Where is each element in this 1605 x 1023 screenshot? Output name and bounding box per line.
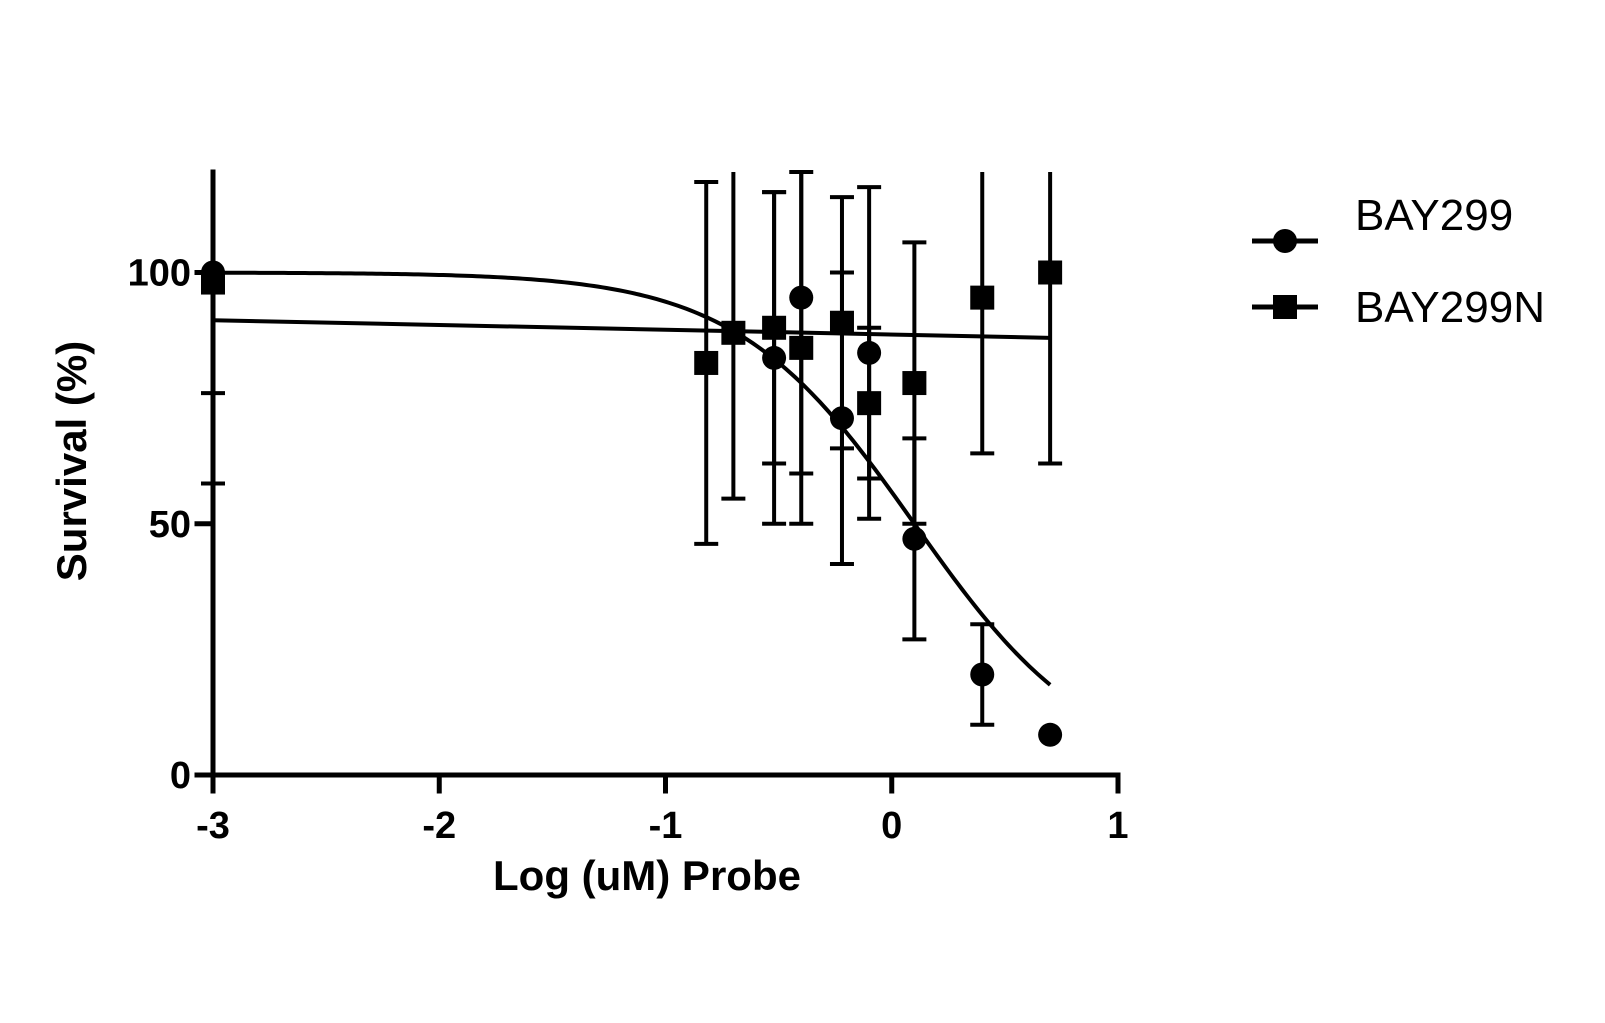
legend: BAY299 BAY299N	[1252, 191, 1545, 332]
y-tick-label: 100	[128, 253, 191, 295]
point-bay299	[1038, 722, 1063, 747]
point-bay299n	[789, 335, 814, 360]
point-bay299n	[762, 315, 787, 340]
point-bay299n	[201, 270, 225, 295]
point-bay299n	[857, 391, 882, 416]
legend-label-bay299n: BAY299N	[1355, 283, 1545, 332]
x-axis-title: Log (uM) Probe	[493, 852, 801, 899]
y-tick-label: 0	[170, 755, 191, 797]
y-axis-title: Survival (%)	[48, 341, 95, 581]
point-bay299n	[721, 320, 746, 345]
x-tick-label: -3	[196, 805, 230, 847]
x-tick-label: -1	[649, 805, 683, 847]
point-bay299n	[970, 285, 995, 310]
x-tick-label: -2	[422, 805, 456, 847]
legend-label-bay299: BAY299	[1355, 191, 1513, 240]
x-tick-label: 0	[881, 805, 902, 847]
data-points	[201, 260, 1063, 747]
fit-curves	[212, 270, 1052, 687]
point-bay299	[902, 526, 927, 551]
x-tick-label: 1	[1107, 805, 1128, 847]
legend-marker-bay299n	[1273, 295, 1297, 319]
point-bay299	[970, 662, 995, 687]
fit-curve-bay299n	[212, 318, 1051, 340]
y-tick-label: 50	[149, 504, 191, 546]
point-bay299n	[902, 371, 927, 396]
point-bay299	[762, 345, 787, 370]
point-bay299	[829, 406, 854, 431]
point-bay299n	[694, 350, 719, 375]
error-bars	[201, 170, 1063, 727]
point-bay299	[789, 285, 814, 310]
legend-marker-bay299	[1273, 229, 1297, 253]
point-bay299	[857, 340, 882, 365]
point-bay299n	[829, 310, 854, 335]
fit-curve-bay299	[213, 270, 1052, 687]
point-bay299n	[1038, 260, 1063, 285]
